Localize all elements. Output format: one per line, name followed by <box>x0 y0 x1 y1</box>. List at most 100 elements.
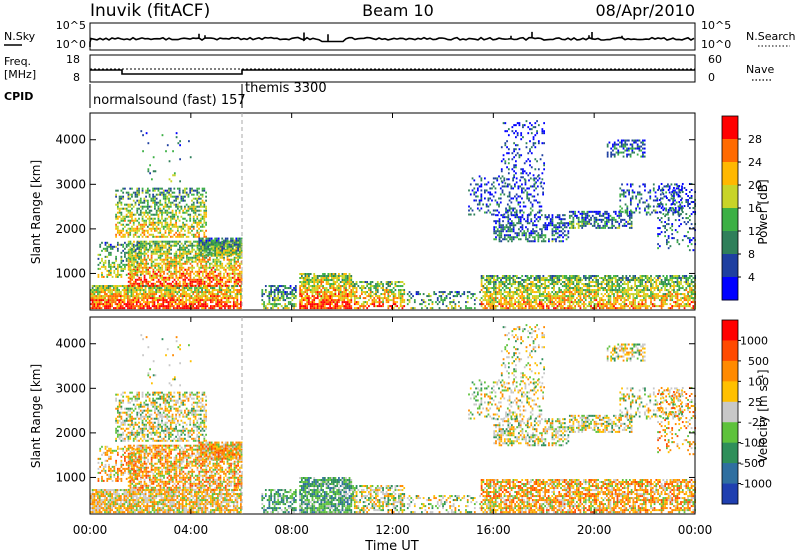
power-cell <box>182 293 184 295</box>
power-cell <box>237 259 239 261</box>
power-cell <box>202 248 204 250</box>
power-cell <box>505 281 507 283</box>
power-cell <box>498 283 500 285</box>
power-cell <box>154 263 156 265</box>
power-cell <box>169 303 171 305</box>
power-cell <box>154 190 156 192</box>
power-cell <box>553 305 555 307</box>
power-cell <box>94 289 96 291</box>
power-cell <box>277 297 279 299</box>
power-cell <box>576 283 578 285</box>
power-cell <box>110 270 112 272</box>
power-cell <box>613 295 615 297</box>
power-cell <box>111 303 113 305</box>
power-cell <box>479 303 481 305</box>
power-cell <box>147 243 149 245</box>
power-cell <box>139 301 141 303</box>
power-cell <box>161 249 163 251</box>
power-cell <box>122 228 124 230</box>
power-cell <box>151 285 153 287</box>
power-cell <box>168 241 170 243</box>
power-cell <box>343 291 345 293</box>
power-cell <box>403 283 405 285</box>
power-cell <box>238 293 240 295</box>
power-cell <box>166 204 168 206</box>
power-cell <box>498 291 500 293</box>
power-cell <box>151 265 153 267</box>
power-cell <box>310 307 312 309</box>
power-cell <box>122 234 124 236</box>
power-cell <box>95 289 97 291</box>
power-cell <box>567 305 569 307</box>
power-cell <box>223 240 225 242</box>
power-cell <box>340 299 342 301</box>
power-cell <box>590 307 592 309</box>
power-cell <box>342 273 344 275</box>
power-cell <box>165 281 167 283</box>
power-cell <box>509 303 511 305</box>
power-cell <box>197 249 199 251</box>
power-cell <box>232 244 234 246</box>
power-cell <box>283 289 285 291</box>
power-cell <box>569 289 571 291</box>
power-cell <box>512 291 514 293</box>
power-cell <box>196 301 198 303</box>
power-cell <box>180 236 182 238</box>
power-cell <box>326 279 328 281</box>
power-cell <box>158 279 160 281</box>
power-cell <box>211 244 213 246</box>
power-cell <box>161 267 163 269</box>
power-cell <box>131 196 133 198</box>
power-cell <box>491 299 493 301</box>
power-cell <box>179 269 181 271</box>
power-cell <box>161 245 163 247</box>
power-cell <box>160 251 162 253</box>
power-cell <box>168 202 170 204</box>
power-cell <box>326 293 328 295</box>
power-cell <box>610 287 612 289</box>
power-cell <box>128 234 130 236</box>
power-cell <box>299 281 301 283</box>
power-cell <box>548 299 550 301</box>
power-cell <box>124 226 126 228</box>
power-cell <box>105 256 107 258</box>
power-cell <box>158 257 160 259</box>
power-cell <box>345 293 347 295</box>
power-cell <box>548 287 550 289</box>
power-cell <box>342 295 344 297</box>
power-cell <box>153 283 155 285</box>
power-cell <box>167 263 169 265</box>
nsearch-tick-top: 10^5 <box>701 19 731 32</box>
power-cell <box>179 251 181 253</box>
power-cell <box>116 305 118 307</box>
power-cell <box>142 273 144 275</box>
power-cell <box>129 291 131 293</box>
power-cell <box>324 299 326 301</box>
power-cell <box>608 301 610 303</box>
power-cell <box>416 291 418 293</box>
power-cell <box>161 236 163 238</box>
power-cell <box>95 303 97 305</box>
power-cell <box>98 268 100 270</box>
power-cell <box>191 245 193 247</box>
power-cell <box>613 303 615 305</box>
power-cell <box>500 305 502 307</box>
power-cell <box>550 277 552 279</box>
power-cell <box>119 222 121 224</box>
power-cell <box>165 222 167 224</box>
power-cell <box>163 226 165 228</box>
power-cell <box>301 277 303 279</box>
power-cell <box>121 276 123 278</box>
power-cell <box>342 299 344 301</box>
power-cell <box>502 275 504 277</box>
power-cell <box>500 285 502 287</box>
power-cell <box>191 200 193 202</box>
power-cell <box>108 262 110 264</box>
power-cell <box>306 273 308 275</box>
power-cell <box>187 289 189 291</box>
power-cell <box>126 260 128 262</box>
power-cell <box>180 216 182 218</box>
power-cell <box>342 297 344 299</box>
power-cell <box>237 240 239 242</box>
power-cell <box>592 307 594 309</box>
